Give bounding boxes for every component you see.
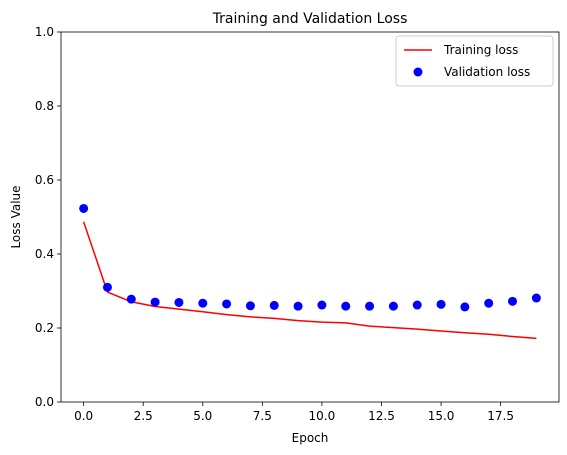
plot-area: 0.0 2.5 5.0 7.5 10.0 12.5 15.0 17.5 0.0 0.2 0.4 0.6… bbox=[35, 25, 560, 423]
x-tick-label: 12.5 bbox=[368, 409, 395, 423]
x-tick-label: 17.5 bbox=[487, 409, 514, 423]
validation-loss-point bbox=[436, 299, 446, 309]
y-tick-label: 0.4 bbox=[35, 247, 54, 261]
validation-loss-point bbox=[293, 301, 303, 311]
chart-title: Training and Validation Loss bbox=[212, 11, 408, 27]
validation-loss-point bbox=[245, 301, 255, 311]
validation-loss-point bbox=[269, 300, 279, 310]
validation-loss-point bbox=[388, 301, 398, 311]
x-tick-label: 2.5 bbox=[134, 409, 153, 423]
y-axis-title: Loss Value bbox=[9, 185, 23, 248]
y-tick-label: 1.0 bbox=[35, 25, 54, 39]
x-tick-label: 15.0 bbox=[428, 409, 455, 423]
legend-box bbox=[395, 35, 554, 87]
validation-loss-point bbox=[365, 301, 375, 311]
validation-loss-point bbox=[317, 300, 327, 310]
legend-swatch-validation-loss bbox=[413, 67, 423, 77]
y-tick-label: 0.0 bbox=[35, 395, 54, 409]
y-tick-label: 0.8 bbox=[35, 99, 54, 113]
validation-loss-point bbox=[484, 298, 494, 308]
x-tick-label: 7.5 bbox=[253, 409, 272, 423]
x-tick-label: 10.0 bbox=[309, 409, 336, 423]
validation-loss-point bbox=[222, 299, 232, 309]
legend-label-validation-loss: Validation loss bbox=[444, 65, 530, 79]
x-tick-label: 5.0 bbox=[193, 409, 212, 423]
training-loss-line bbox=[82, 221, 537, 340]
legend-label-training-loss: Training loss bbox=[443, 43, 518, 57]
x-axis-title: Epoch bbox=[292, 431, 329, 445]
validation-loss-point bbox=[174, 297, 184, 307]
y-tick-label: 0.6 bbox=[35, 173, 54, 187]
plot-frame bbox=[60, 31, 560, 403]
validation-loss-point bbox=[341, 301, 351, 311]
validation-loss-point bbox=[198, 298, 208, 308]
validation-loss-point bbox=[150, 297, 160, 307]
validation-loss-point bbox=[460, 302, 470, 312]
validation-loss-point bbox=[79, 203, 89, 213]
y-tick-label: 0.2 bbox=[35, 321, 54, 335]
validation-loss-point bbox=[508, 296, 518, 306]
validation-loss-point bbox=[531, 293, 541, 303]
validation-loss-point bbox=[126, 294, 136, 304]
x-tick-label: 0.0 bbox=[74, 409, 93, 423]
validation-loss-point bbox=[102, 282, 112, 292]
legend: Training loss Validation loss bbox=[395, 35, 554, 87]
validation-loss-point bbox=[412, 300, 422, 310]
